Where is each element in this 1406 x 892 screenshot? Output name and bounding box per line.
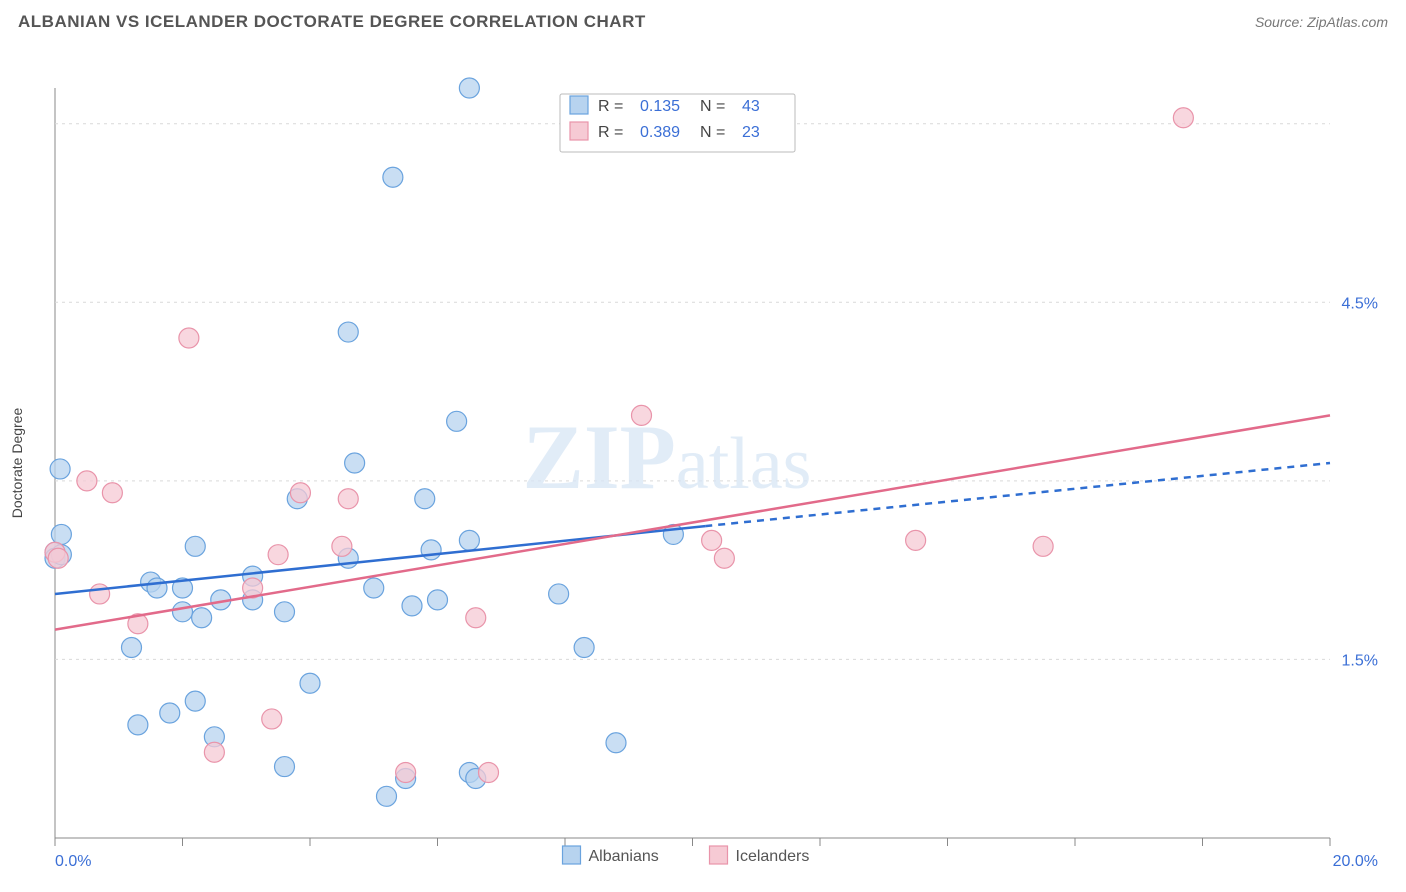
data-point xyxy=(714,548,734,568)
legend-swatch xyxy=(570,96,588,114)
data-point xyxy=(128,715,148,735)
legend-n-value: 43 xyxy=(742,98,760,115)
data-point xyxy=(345,453,365,473)
data-point xyxy=(262,709,282,729)
legend-swatch xyxy=(710,846,728,864)
data-point xyxy=(338,489,358,509)
data-point xyxy=(396,763,416,783)
scatter-chart: 1.5% 4.5% 0.0% 20.0% Doctorate Degree ZIPatla… xyxy=(0,38,1406,878)
data-point xyxy=(479,763,499,783)
data-point xyxy=(364,578,384,598)
data-point xyxy=(90,584,110,604)
data-point xyxy=(268,545,288,565)
data-point xyxy=(377,786,397,806)
data-point xyxy=(574,638,594,658)
data-point xyxy=(185,691,205,711)
data-point xyxy=(192,608,212,628)
legend-r-value: 0.135 xyxy=(640,98,680,115)
data-point xyxy=(77,471,97,491)
data-point xyxy=(415,489,435,509)
data-point xyxy=(147,578,167,598)
data-point xyxy=(606,733,626,753)
chart-title: ALBANIAN VS ICELANDER DOCTORATE DEGREE C… xyxy=(18,12,646,32)
data-point xyxy=(447,411,467,431)
data-point xyxy=(428,590,448,610)
data-point xyxy=(275,602,295,622)
legend-r-label: R = xyxy=(598,98,623,115)
data-point xyxy=(173,602,193,622)
legend-r-value: 0.389 xyxy=(640,124,680,141)
data-point xyxy=(50,459,70,479)
x-tick-label: 0.0% xyxy=(55,853,91,870)
data-point xyxy=(421,540,441,560)
data-point xyxy=(383,167,403,187)
data-point xyxy=(459,530,479,550)
data-point xyxy=(48,548,68,568)
data-point xyxy=(466,608,486,628)
data-point xyxy=(332,536,352,556)
data-point xyxy=(632,405,652,425)
data-point xyxy=(906,530,926,550)
data-point xyxy=(275,757,295,777)
data-point xyxy=(1173,108,1193,128)
data-point xyxy=(290,483,310,503)
legend-series-label: Albanians xyxy=(589,848,659,865)
source-label: Source: ZipAtlas.com xyxy=(1255,14,1388,30)
x-tick-label: 20.0% xyxy=(1333,853,1378,870)
data-point xyxy=(204,742,224,762)
data-point xyxy=(185,536,205,556)
data-point xyxy=(160,703,180,723)
data-point xyxy=(102,483,122,503)
data-point xyxy=(459,78,479,98)
legend-swatch xyxy=(563,846,581,864)
legend-n-label: N = xyxy=(700,124,725,141)
y-tick-label: 4.5% xyxy=(1342,295,1378,312)
watermark: ZIPatlas xyxy=(523,406,812,508)
data-point xyxy=(51,524,71,544)
data-point xyxy=(300,673,320,693)
y-axis-label: Doctorate Degree xyxy=(9,408,25,519)
data-point xyxy=(549,584,569,604)
data-point xyxy=(122,638,142,658)
data-point xyxy=(1033,536,1053,556)
legend-series-label: Icelanders xyxy=(736,848,810,865)
legend-n-value: 23 xyxy=(742,124,760,141)
data-point xyxy=(702,530,722,550)
chart-container: 1.5% 4.5% 0.0% 20.0% Doctorate Degree ZIPatla… xyxy=(0,38,1406,878)
data-point xyxy=(179,328,199,348)
y-tick-label: 1.5% xyxy=(1342,652,1378,669)
data-point xyxy=(338,322,358,342)
legend-swatch xyxy=(570,122,588,140)
legend-n-label: N = xyxy=(700,98,725,115)
legend-r-label: R = xyxy=(598,124,623,141)
data-point xyxy=(402,596,422,616)
